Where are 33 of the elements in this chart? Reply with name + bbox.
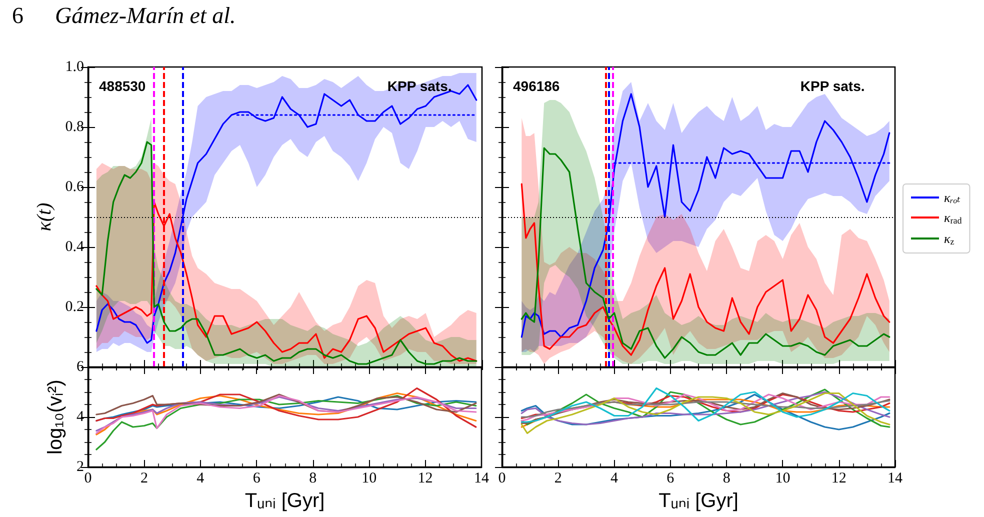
x-tick-label: 0 (84, 470, 92, 486)
x-tick-label: 12 (831, 470, 846, 486)
x-tick-label: 8 (309, 470, 317, 486)
text: Gámez-Marín et al. (55, 3, 236, 28)
x-tick-label: 10 (775, 470, 790, 486)
x-tick-label: 6 (252, 470, 261, 486)
x-tick-label: 2 (140, 470, 148, 486)
y-axis-title: log₁₀(vᵢ²) (44, 380, 67, 454)
annotation: 488530 (99, 78, 146, 94)
annotation: 496186 (513, 78, 560, 94)
annotation: KPP sats. (800, 78, 865, 94)
text: 6 (12, 3, 24, 28)
y-tick-label: 0.6 (65, 179, 84, 195)
annotation: KPP sats. (387, 78, 452, 94)
x-tick-label: 6 (666, 470, 675, 486)
y-tick-label: 0.8 (65, 119, 84, 135)
x-axis-title: Tᵤₙᵢ [Gyr] (244, 490, 325, 512)
x-tick-label: 10 (362, 470, 377, 486)
x-tick-label: 2 (554, 470, 562, 486)
x-tick-label: 8 (722, 470, 730, 486)
y-tick-label: 1.0 (65, 59, 84, 75)
x-tick-label: 4 (610, 470, 619, 486)
y-axis-title: κ(t) (33, 202, 56, 232)
legend-label: κᵣₒₜ (944, 190, 962, 205)
x-tick-label: 14 (474, 470, 490, 486)
y-tick-label: 2 (76, 459, 84, 475)
x-tick-label: 14 (888, 470, 903, 486)
y-tick-label: 0.2 (65, 299, 84, 315)
x-axis-title: Tᵤₙᵢ [Gyr] (658, 490, 738, 512)
x-tick-label: 4 (196, 470, 205, 486)
x-tick-label: 12 (418, 470, 433, 486)
y-tick-label: 0.4 (65, 239, 84, 255)
x-tick-label: 0 (498, 470, 506, 486)
